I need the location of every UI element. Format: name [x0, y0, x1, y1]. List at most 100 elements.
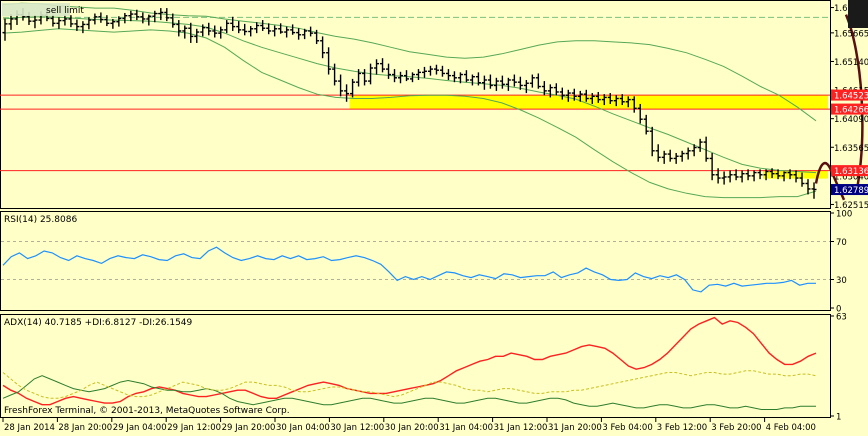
ohlc-bar [751, 170, 757, 182]
ohlc-bar [661, 150, 667, 164]
ohlc-bar [727, 170, 733, 183]
ohlc-bar [763, 169, 769, 181]
ohlc-bar [781, 171, 787, 182]
ohlc-bar [320, 36, 326, 59]
price-tick-label: 1.63040 [834, 172, 868, 182]
ohlc-bar [487, 74, 493, 89]
ohlc-bar [697, 138, 703, 152]
band-middle [2, 16, 817, 174]
ohlc-bar [679, 150, 685, 162]
ohlc-bar [56, 17, 62, 29]
ohlc-bar [523, 79, 529, 94]
ohlc-bar [398, 71, 404, 84]
ohlc-bar [535, 73, 541, 89]
rsi-tick-label: 0 [836, 305, 841, 315]
ohlc-bar [380, 58, 386, 73]
ohlc-bar [613, 95, 619, 107]
ohlc-bar [493, 77, 499, 91]
ohlc-bar [409, 72, 415, 83]
ohlc-bar [212, 25, 218, 38]
ohlc-bar [457, 72, 463, 84]
ohlc-bar [649, 126, 655, 157]
ohlc-bar [68, 15, 74, 28]
ohlc-bar [98, 12, 104, 23]
ohlc-bar [433, 64, 439, 75]
adx-panel-frame [0, 314, 831, 418]
ohlc-bar [176, 20, 182, 37]
ohlc-bar [631, 96, 637, 113]
ohlc-bar [607, 93, 613, 104]
time-tick-label: 30 Jan 12:00 [330, 423, 384, 432]
ohlc-bar [811, 182, 817, 199]
time-tick-label: 29 Jan 12:00 [167, 423, 221, 432]
ohlc-bar [188, 22, 194, 43]
time-tick-label: 3 Feb 04:00 [602, 423, 652, 432]
ohlc-bar [595, 91, 601, 103]
price-label-box-3 [831, 184, 868, 196]
ohlc-bar [757, 169, 763, 180]
ohlc-bar [547, 84, 553, 98]
ohlc-bar [529, 74, 535, 88]
adx-panel: 63 1 [2, 313, 847, 423]
price-tick-label: 1.65665 [834, 29, 868, 39]
price-tick-label: 1.62515 [834, 201, 868, 211]
ohlc-bar [511, 74, 517, 87]
ohlc-bar [481, 75, 487, 90]
ohlc-bar [344, 84, 350, 102]
rsi-panel: 100 70 30 0 [1, 210, 852, 315]
ohlc-bar [80, 21, 86, 34]
ohlc-bar [284, 26, 290, 38]
ohlc-bar [362, 69, 368, 86]
ohlc-bar [601, 94, 607, 106]
time-tick-label: 28 Jan 20:00 [58, 423, 112, 432]
ohlc-bar [32, 15, 38, 29]
ohlc-bar [392, 69, 398, 83]
ohlc-bar [368, 63, 374, 85]
ohlc-bar [505, 77, 511, 91]
ohlc-bar [793, 170, 799, 183]
ohlc-bar [164, 8, 170, 22]
ohlc-bar [499, 75, 505, 89]
price-label-box-2 [831, 165, 868, 177]
adx-line-di [2, 375, 816, 410]
ohlc-bar [266, 23, 272, 35]
ohlc-bar [326, 47, 332, 75]
price-label-text-0: 1.64523 [834, 92, 868, 102]
ohlc-bar [571, 88, 577, 101]
ohlc-bar [667, 149, 673, 162]
ohlc-bar [224, 20, 230, 34]
ohlc-bar [350, 78, 356, 98]
time-tick-label: 4 Feb 04:00 [766, 423, 816, 432]
ohlc-bar [104, 15, 110, 27]
ohlc-bar [421, 66, 427, 78]
ohlc-bar [2, 18, 8, 41]
ohlc-bar [152, 10, 158, 23]
ohlc-bar [272, 25, 278, 37]
ohlc-bar [146, 14, 152, 26]
time-tick-label: 31 Jan 04:00 [439, 423, 493, 432]
time-tick-label: 30 Jan 20:00 [385, 423, 439, 432]
ohlc-bar [733, 169, 739, 181]
ohlc-bar [296, 28, 302, 40]
ohlc-bar [170, 13, 176, 28]
price-panel: 1.66131.656651.651401.646151.640901.6356… [0, 2, 868, 211]
ohlc-bar [553, 83, 559, 96]
ohlc-bar [721, 171, 727, 185]
time-tick-label: 31 Jan 20:00 [548, 423, 602, 432]
price-panel-frame [0, 0, 831, 209]
ohlc-bar [583, 89, 589, 102]
price-label-text-1: 1.64266 [834, 106, 868, 116]
ohlc-bar [643, 114, 649, 135]
ohlc-bar [116, 16, 122, 27]
ohlc-bar [386, 63, 392, 79]
time-axis: 28 Jan 2014 28 Jan 20:00 29 Jan 04:00 29 Ja… [2, 418, 816, 433]
symbol-label-blur [2, 3, 70, 16]
price-label-text-2: 1.63136 [834, 167, 868, 177]
rsi-tick-label: 30 [836, 276, 847, 286]
ohlc-bar [332, 63, 338, 86]
ohlc-bar [122, 12, 128, 24]
ohlc-bar [182, 25, 188, 39]
ohlc-bar [691, 144, 697, 157]
time-tick-label: 30 Jan 04:00 [276, 423, 330, 432]
